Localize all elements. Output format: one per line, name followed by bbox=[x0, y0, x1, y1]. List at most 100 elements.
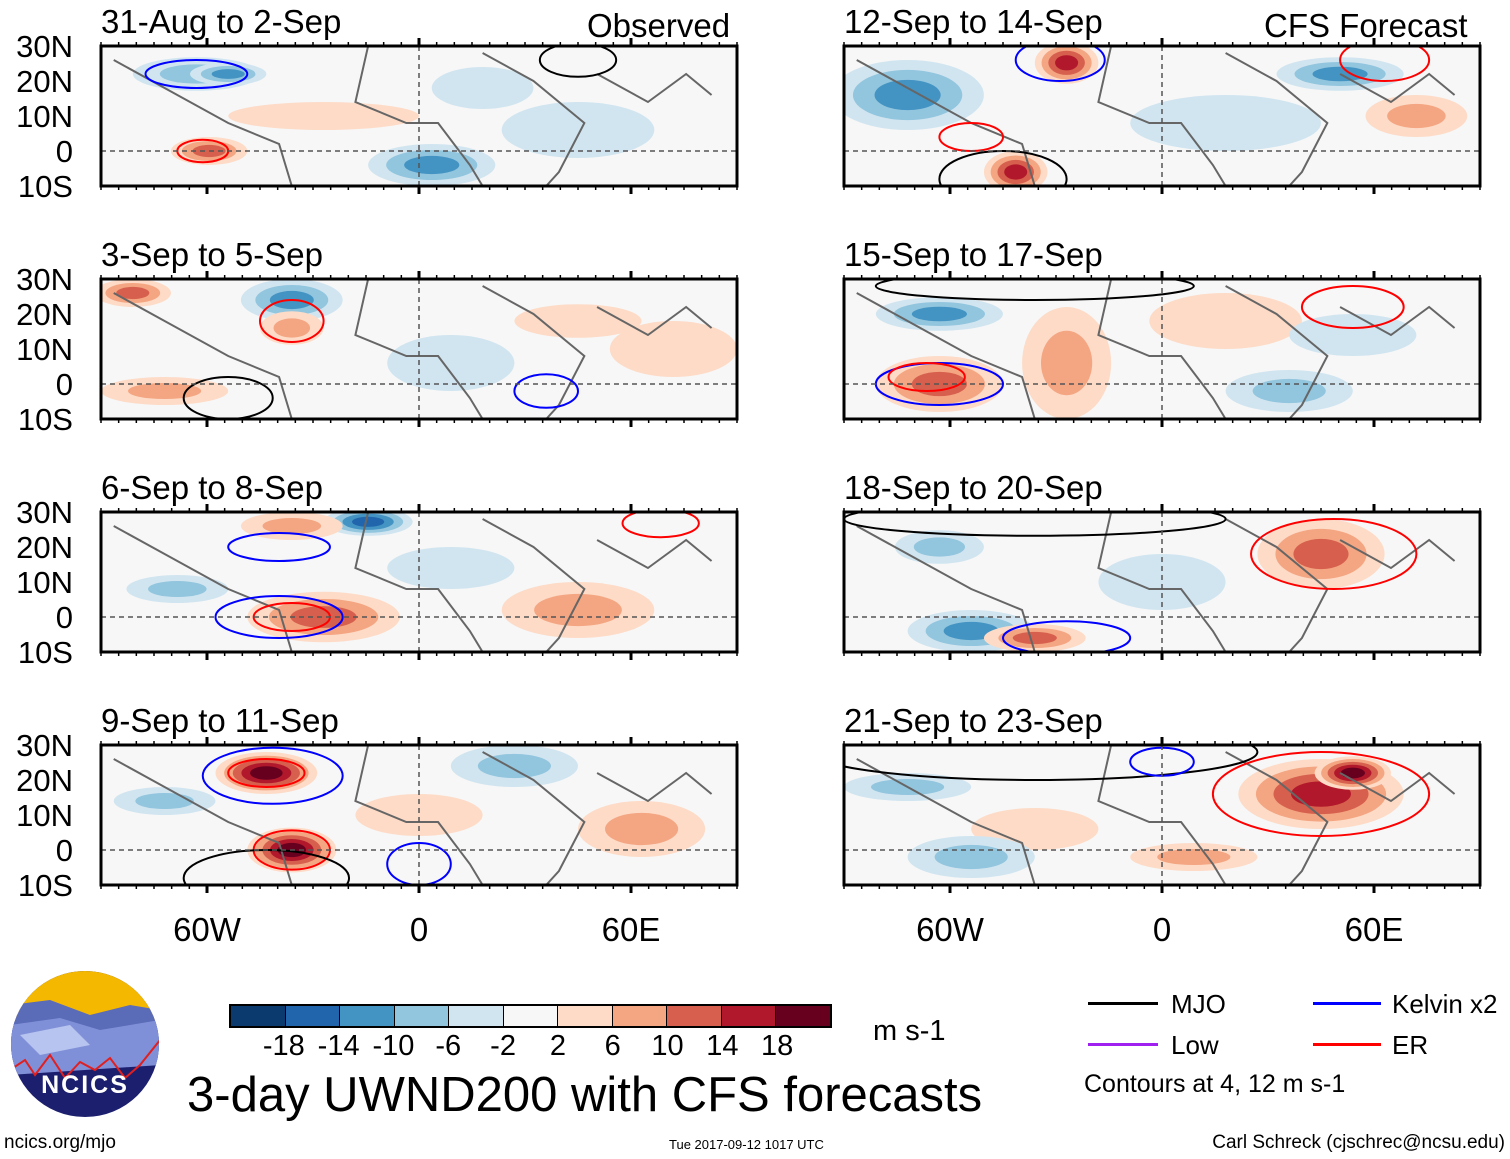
panel-title: 12-Sep to 14-Sep bbox=[844, 3, 1103, 40]
colorbar-swatch bbox=[776, 1006, 831, 1026]
wave-contour bbox=[182, 376, 274, 419]
panel-title: 31-Aug to 2-Sep bbox=[101, 3, 342, 40]
wave-contour bbox=[621, 512, 700, 539]
anomaly-shading bbox=[1252, 378, 1326, 404]
forecast-label: CFS Forecast bbox=[1264, 7, 1468, 44]
colorbar-swatch bbox=[558, 1006, 613, 1026]
anomaly-shading bbox=[1098, 554, 1226, 610]
coastlines bbox=[856, 745, 1456, 885]
panel-title: 21-Sep to 23-Sep bbox=[844, 702, 1103, 739]
colorbar-tick-label: -2 bbox=[490, 1030, 516, 1062]
anomaly-shading bbox=[1130, 95, 1321, 151]
wave-contour bbox=[386, 842, 452, 885]
anomaly-shading bbox=[135, 792, 194, 810]
lat-label: 20N bbox=[16, 297, 73, 332]
colorbar-tick-label: 14 bbox=[706, 1030, 739, 1062]
wave-contour bbox=[538, 46, 618, 78]
colorbar-tick-label: 6 bbox=[604, 1030, 621, 1062]
colorbar-swatch bbox=[340, 1006, 395, 1026]
anomaly-shading bbox=[913, 537, 965, 557]
anomaly-shading bbox=[262, 517, 322, 535]
lat-label: 10N bbox=[16, 332, 73, 367]
lat-label: 30N bbox=[16, 728, 73, 763]
colorbar-swatch bbox=[449, 1006, 504, 1026]
lat-label: 20N bbox=[16, 763, 73, 798]
colorbar-tick-label: -6 bbox=[435, 1030, 462, 1062]
lat-label: 10N bbox=[16, 798, 73, 833]
legend-label-low: Low bbox=[1171, 1030, 1219, 1060]
observed-label: Observed bbox=[587, 7, 731, 44]
anomaly-shading bbox=[273, 318, 311, 338]
anomaly-shading bbox=[534, 593, 622, 627]
lat-label: 30N bbox=[16, 29, 73, 64]
colorbar-swatch bbox=[285, 1006, 341, 1026]
wave-contour bbox=[227, 758, 306, 788]
lat-label: 30N bbox=[16, 495, 73, 530]
lat-label: 30N bbox=[16, 262, 73, 297]
lat-label: 10N bbox=[16, 565, 73, 600]
legend-label-kelvin: Kelvin x2 bbox=[1392, 989, 1498, 1019]
colorbar-tick-label: 18 bbox=[761, 1030, 794, 1062]
panel-title: 9-Sep to 11-Sep bbox=[101, 702, 339, 739]
map-panel bbox=[99, 504, 739, 660]
wave-contour bbox=[1250, 518, 1418, 590]
anomaly-shading bbox=[1004, 164, 1028, 180]
wave-contour bbox=[938, 150, 1068, 186]
anomaly-shading bbox=[116, 286, 150, 300]
wave-contour bbox=[513, 373, 580, 409]
footer-url[interactable]: ncics.org/mjo bbox=[4, 1132, 116, 1153]
anomaly-shading bbox=[431, 67, 534, 109]
wave-contour bbox=[201, 746, 344, 805]
legend-label-er: ER bbox=[1392, 1030, 1429, 1060]
wave-contour bbox=[1300, 285, 1405, 329]
lat-label: 0 bbox=[55, 367, 73, 402]
colorbar-tick-label: 2 bbox=[549, 1030, 566, 1062]
map-panel bbox=[842, 271, 1482, 427]
wave-contour bbox=[1339, 46, 1431, 82]
lat-label: 0 bbox=[55, 600, 73, 635]
coastlines bbox=[113, 279, 713, 419]
ncics-logo: NCICS bbox=[11, 971, 159, 1117]
anomaly-shading bbox=[1055, 55, 1079, 71]
anomaly-shading bbox=[1149, 293, 1302, 349]
coastlines bbox=[113, 46, 713, 186]
lat-label: 0 bbox=[55, 134, 73, 169]
wave-contour bbox=[214, 595, 344, 639]
colorbar-swatch bbox=[667, 1006, 722, 1026]
colorbar bbox=[229, 1004, 832, 1028]
anomaly-shading bbox=[1340, 767, 1366, 779]
lat-label: 10S bbox=[17, 169, 73, 204]
colorbar-units: m s-1 bbox=[873, 1015, 946, 1047]
lat-label: 20N bbox=[16, 64, 73, 99]
coastlines bbox=[856, 279, 1456, 419]
map-panel bbox=[99, 737, 739, 893]
anomaly-shading bbox=[211, 69, 245, 79]
lon-label: 0 bbox=[1152, 911, 1172, 948]
wave-contour bbox=[887, 362, 966, 392]
legend-label-mjo: MJO bbox=[1171, 989, 1226, 1019]
anomaly-shading bbox=[1157, 848, 1231, 866]
anomaly-shading bbox=[387, 335, 515, 391]
legend-line-mjo bbox=[1088, 1002, 1158, 1005]
anomaly-shading bbox=[387, 547, 515, 589]
lon-label: 60E bbox=[601, 911, 661, 948]
wave-contour bbox=[1014, 46, 1106, 82]
lon-label: 60E bbox=[1344, 911, 1404, 948]
coastlines bbox=[113, 745, 713, 885]
map-panel bbox=[99, 38, 739, 194]
footer-author: Carl Schreck (cjschrec@ncsu.edu) bbox=[1212, 1132, 1505, 1153]
anomaly-shading bbox=[477, 753, 551, 779]
colorbar-tick-label: 10 bbox=[651, 1030, 684, 1062]
panel-title: 3-Sep to 5-Sep bbox=[101, 236, 323, 273]
anomaly-shading bbox=[404, 155, 460, 175]
footer-timestamp: Tue 2017-09-12 1017 UTC bbox=[669, 1137, 824, 1152]
anomaly-shading bbox=[128, 382, 202, 400]
colorbar-swatch bbox=[503, 1006, 559, 1026]
anomaly-shading bbox=[911, 306, 967, 322]
anomaly-shading bbox=[934, 844, 1008, 870]
wave-contour bbox=[874, 279, 1195, 301]
anomaly-shading bbox=[1012, 631, 1057, 645]
lat-label: 0 bbox=[55, 833, 73, 868]
lat-label: 20N bbox=[16, 530, 73, 565]
anomaly-shading bbox=[148, 580, 207, 598]
